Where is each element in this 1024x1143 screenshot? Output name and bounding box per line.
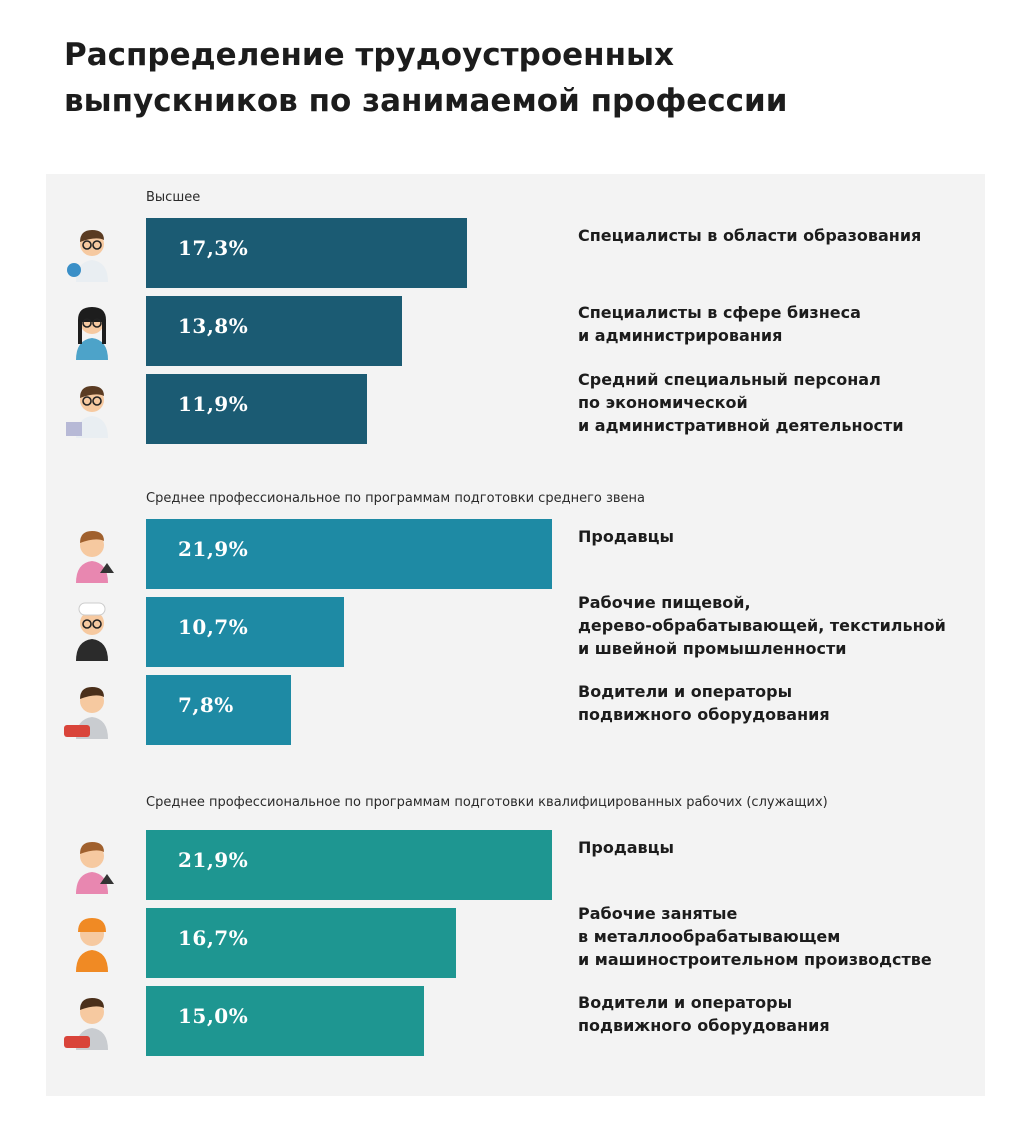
category-label: Водители и операторы подвижного оборудова… <box>578 991 998 1037</box>
category-label: Средний специальный персонал по экономиче… <box>578 368 998 437</box>
bar-value-label: 11,9% <box>178 392 249 416</box>
category-label-line: подвижного оборудования <box>578 1016 830 1035</box>
category-label-line: Специалисты в сфере бизнеса <box>578 303 861 322</box>
bar-3-1 <box>146 830 552 900</box>
category-label: Продавцы <box>578 836 998 859</box>
category-label-line: дерево-обрабатывающей, текстильной <box>578 616 946 635</box>
bar-value-label: 15,0% <box>178 1004 249 1028</box>
category-label-line: и административной деятельности <box>578 416 904 435</box>
category-label-line: Рабочие занятые <box>578 904 738 923</box>
accountant-icon <box>64 376 120 440</box>
bar-2-3 <box>146 675 291 745</box>
cook-icon <box>64 599 120 663</box>
category-label-line: и швейной промышленности <box>578 639 847 658</box>
category-label: Рабочие занятые в металлообрабатывающем и … <box>578 902 998 971</box>
page-title: Распределение трудоустроенных выпускнико… <box>64 32 964 124</box>
category-label: Продавцы <box>578 525 998 548</box>
bar-2-2 <box>146 597 344 667</box>
driver-icon <box>64 988 120 1052</box>
bar-value-label: 17,3% <box>178 236 249 260</box>
group-label-3: Среднее профессиональное по программам п… <box>146 795 828 810</box>
teacher-icon <box>64 220 120 284</box>
category-label-line: и машиностроительном производстве <box>578 950 932 969</box>
bar-value-label: 16,7% <box>178 926 249 950</box>
category-label-line: Продавцы <box>578 838 675 857</box>
category-label: Водители и операторы подвижного оборудова… <box>578 680 998 726</box>
category-label-line: Рабочие пищевой, <box>578 593 751 612</box>
category-label: Специалисты в области образования <box>578 224 998 247</box>
bar-value-label: 10,7% <box>178 615 249 639</box>
bar-1-3 <box>146 374 367 444</box>
category-label-line: в металлообрабатывающем <box>578 927 841 946</box>
builder-icon <box>64 910 120 974</box>
bar-3-3 <box>146 986 424 1056</box>
driver-icon <box>64 677 120 741</box>
bar-value-label: 21,9% <box>178 537 249 561</box>
seller-icon <box>64 832 120 896</box>
group-label-2: Среднее профессиональное по программам п… <box>146 491 646 506</box>
bar-value-label: 21,9% <box>178 848 249 872</box>
group-label-1: Высшее <box>146 190 201 205</box>
category-label-line: Продавцы <box>578 527 675 546</box>
category-label-line: и администрирования <box>578 326 783 345</box>
title-line-1: Распределение трудоустроенных <box>64 37 675 73</box>
category-label-line: Водители и операторы <box>578 993 793 1012</box>
bar-1-1 <box>146 218 467 288</box>
bar-2-1 <box>146 519 552 589</box>
business-woman-icon <box>64 298 120 362</box>
category-label-line: Средний специальный персонал <box>578 370 881 389</box>
category-label-line: Водители и операторы <box>578 682 793 701</box>
category-label: Специалисты в сфере бизнеса и администрир… <box>578 301 998 347</box>
category-label-line: подвижного оборудования <box>578 705 830 724</box>
bar-1-2 <box>146 296 402 366</box>
seller-icon <box>64 521 120 585</box>
bar-3-2 <box>146 908 456 978</box>
category-label: Рабочие пищевой, дерево-обрабатывающей, т… <box>578 591 998 660</box>
title-line-2: выпускников по занимаемой профессии <box>64 83 788 119</box>
category-label-line: по экономической <box>578 393 748 412</box>
bar-value-label: 13,8% <box>178 314 249 338</box>
category-label-line: Специалисты в области образования <box>578 226 922 245</box>
bar-value-label: 7,8% <box>178 693 234 717</box>
